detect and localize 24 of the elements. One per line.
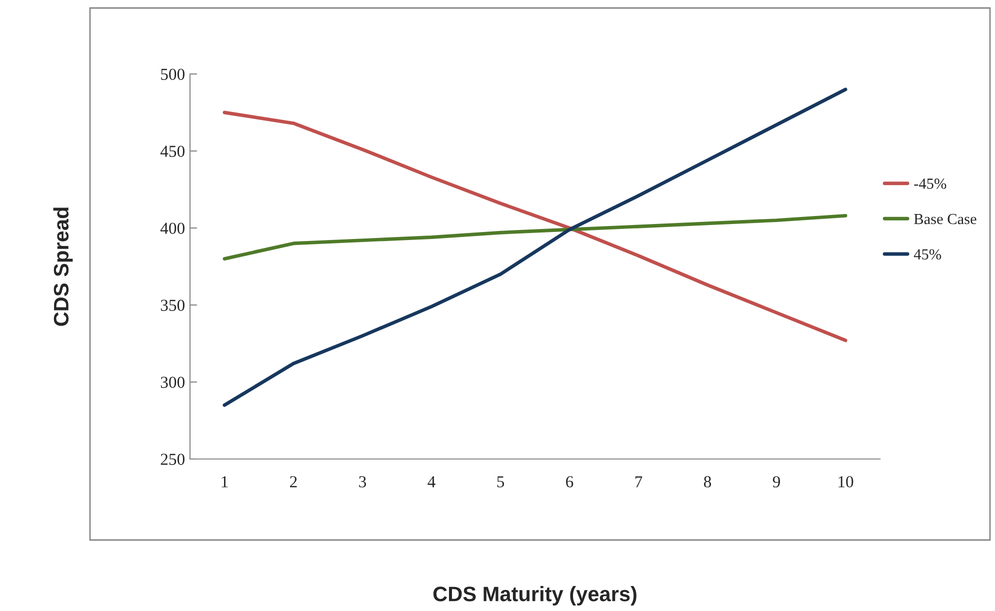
y-tick-label: 450 — [160, 146, 185, 157]
legend-label: -45% — [914, 178, 946, 189]
x-tick-label: 5 — [497, 476, 504, 488]
x-tick-label: 3 — [359, 476, 366, 488]
line-series — [222, 88, 848, 407]
line-series — [222, 110, 848, 342]
y-tick-label: 350 — [160, 300, 185, 311]
legend-label: Base Case — [914, 214, 976, 224]
x-tick-label: 10 — [838, 476, 854, 488]
x-tick-label: 8 — [704, 476, 712, 488]
x-tick-label: 2 — [290, 476, 297, 488]
legend-label: 45% — [914, 249, 942, 260]
line-series — [222, 214, 848, 261]
y-axis-title: CDS Spread — [53, 208, 73, 326]
x-tick-label: 1 — [222, 476, 228, 488]
x-tick-label: 7 — [635, 476, 642, 488]
x-tick-label: 6 — [566, 476, 574, 488]
y-tick-label: 300 — [160, 376, 185, 388]
y-tick-label: 400 — [160, 222, 185, 234]
y-tick-label: 250 — [160, 454, 185, 465]
x-tick-label: 4 — [428, 476, 436, 488]
y-tick-label: 500 — [161, 68, 185, 80]
x-axis-title: CDS Maturity (years) — [433, 586, 636, 606]
x-tick-label: 9 — [772, 476, 780, 488]
